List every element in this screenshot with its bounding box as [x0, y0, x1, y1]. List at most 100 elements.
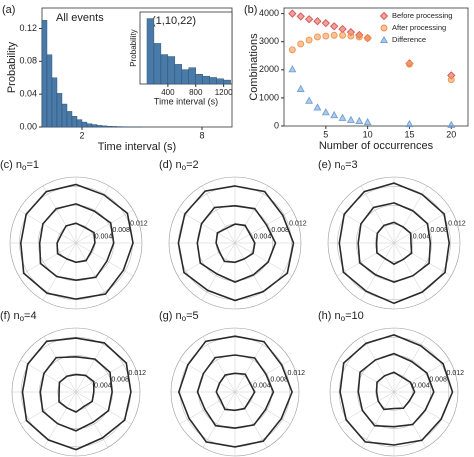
polar-tick-label: 0.008	[111, 376, 129, 383]
polar-tick-label: 0.004	[94, 383, 112, 390]
polar-spoke	[338, 359, 395, 393]
histogram-bar	[223, 79, 231, 85]
polar-grid-ring	[337, 186, 451, 300]
polar-trace	[339, 334, 454, 446]
polar-trace	[21, 337, 132, 451]
polar-tick-label: 0.012	[288, 370, 306, 377]
panel-title: (f) no=4	[0, 310, 37, 323]
polar-spoke	[202, 391, 236, 448]
scatter-point	[447, 120, 456, 128]
histogram-bar	[202, 75, 210, 85]
polar-spoke	[393, 359, 450, 393]
x-axis-label: Time interval (s)	[98, 141, 176, 153]
scatter-point	[339, 31, 346, 39]
scatter-point	[321, 108, 330, 116]
polar-tick-label: 0.004	[412, 383, 430, 390]
polar-grid-ring	[357, 355, 431, 429]
x-tick-label: 20	[446, 129, 456, 139]
x-tick-label: 15	[404, 129, 414, 139]
x-tick-label: 400	[161, 88, 175, 97]
scatter-point	[364, 34, 372, 42]
polar-spoke	[75, 391, 132, 425]
scatter-point	[313, 103, 322, 111]
y-tick-label: 4000	[259, 8, 279, 18]
polar-trace	[375, 371, 416, 411]
polar-spoke	[43, 391, 77, 448]
y-tick-label: 0.04	[19, 89, 37, 99]
histogram-bar	[106, 125, 113, 128]
y-tick-label: 0	[274, 120, 279, 130]
scatter-point	[330, 31, 338, 39]
polar-spoke	[234, 185, 269, 244]
panel-title-subscript: o	[22, 163, 27, 172]
panel-title-main: (h) n	[318, 310, 341, 322]
polar-spoke	[75, 209, 134, 244]
polar-tick-label: 0.004	[253, 383, 271, 390]
histogram-bar	[195, 73, 203, 85]
panel-title-tail: =2	[186, 159, 199, 171]
polar-trace	[177, 185, 295, 302]
histogram-bar	[96, 125, 103, 128]
x-tick-label: 5	[323, 129, 328, 139]
x-tick-label: 10	[363, 129, 373, 139]
scatter-point	[321, 19, 330, 28]
polar-spoke	[361, 336, 395, 393]
scatter-point	[304, 15, 314, 24]
panel-title-tail: =1	[26, 159, 39, 171]
y-tick-label: 0.08	[19, 56, 37, 66]
polar-grid-ring	[375, 373, 413, 411]
histogram-bar	[86, 123, 93, 128]
polar-tick-label: 0.012	[448, 220, 466, 227]
scatter-point	[313, 17, 322, 26]
scatter-point	[305, 96, 314, 104]
polar-spoke	[75, 359, 132, 393]
scatter-point	[405, 119, 414, 128]
polar-spoke	[42, 185, 77, 244]
panel-title-tail: =10	[345, 310, 364, 322]
panel-title: (c) no=1	[0, 159, 39, 172]
panel-title-main: (f) n	[0, 310, 20, 322]
polar-tick-label: 0.004	[95, 233, 113, 240]
panel-title-main: (g) n	[159, 310, 182, 322]
panel-title-subscript: o	[341, 314, 346, 323]
polar-spoke	[393, 242, 428, 301]
histogram-bar	[146, 18, 155, 85]
polar-tick-label: 0.008	[112, 227, 130, 234]
polar-spoke	[179, 359, 236, 393]
histogram-bar	[181, 69, 189, 85]
scatter-point	[330, 110, 339, 119]
polar-spoke	[20, 359, 77, 393]
polar-trace	[375, 221, 413, 266]
histogram-bar	[56, 93, 63, 128]
panel-title-main: (e) n	[318, 159, 341, 171]
y-tick-label: 3000	[259, 36, 279, 46]
panel-title: (h) no=10	[318, 310, 364, 323]
x-axis-label: Time interval (s)	[154, 96, 218, 106]
polar-spoke	[393, 242, 452, 277]
polar-spoke	[234, 336, 268, 393]
histogram-bar	[71, 116, 78, 128]
legend-marker	[380, 24, 388, 32]
histogram-bar	[167, 56, 176, 85]
panel-title-main: (c) n	[0, 159, 22, 171]
histogram-bar	[46, 54, 53, 128]
x-tick-label: 2	[79, 130, 84, 140]
polar-grid-ring	[355, 204, 433, 282]
polar-tick-label: 0.008	[429, 376, 447, 383]
polar-spoke	[234, 242, 293, 277]
polar-spoke	[202, 336, 236, 393]
histogram-bar	[91, 124, 98, 128]
polar-spoke	[20, 391, 77, 425]
scatter-point	[338, 24, 347, 34]
scatter-point	[296, 12, 305, 21]
histogram-bar	[111, 126, 118, 128]
histogram-bar	[66, 111, 73, 128]
scatter-point	[355, 33, 363, 41]
polar-trace	[58, 373, 95, 414]
histogram-bar	[160, 54, 169, 85]
polar-spoke	[234, 391, 268, 448]
polar-spoke	[336, 242, 395, 277]
panel-title-tail: =4	[24, 310, 37, 322]
panel-title: (d) no=2	[159, 159, 199, 172]
